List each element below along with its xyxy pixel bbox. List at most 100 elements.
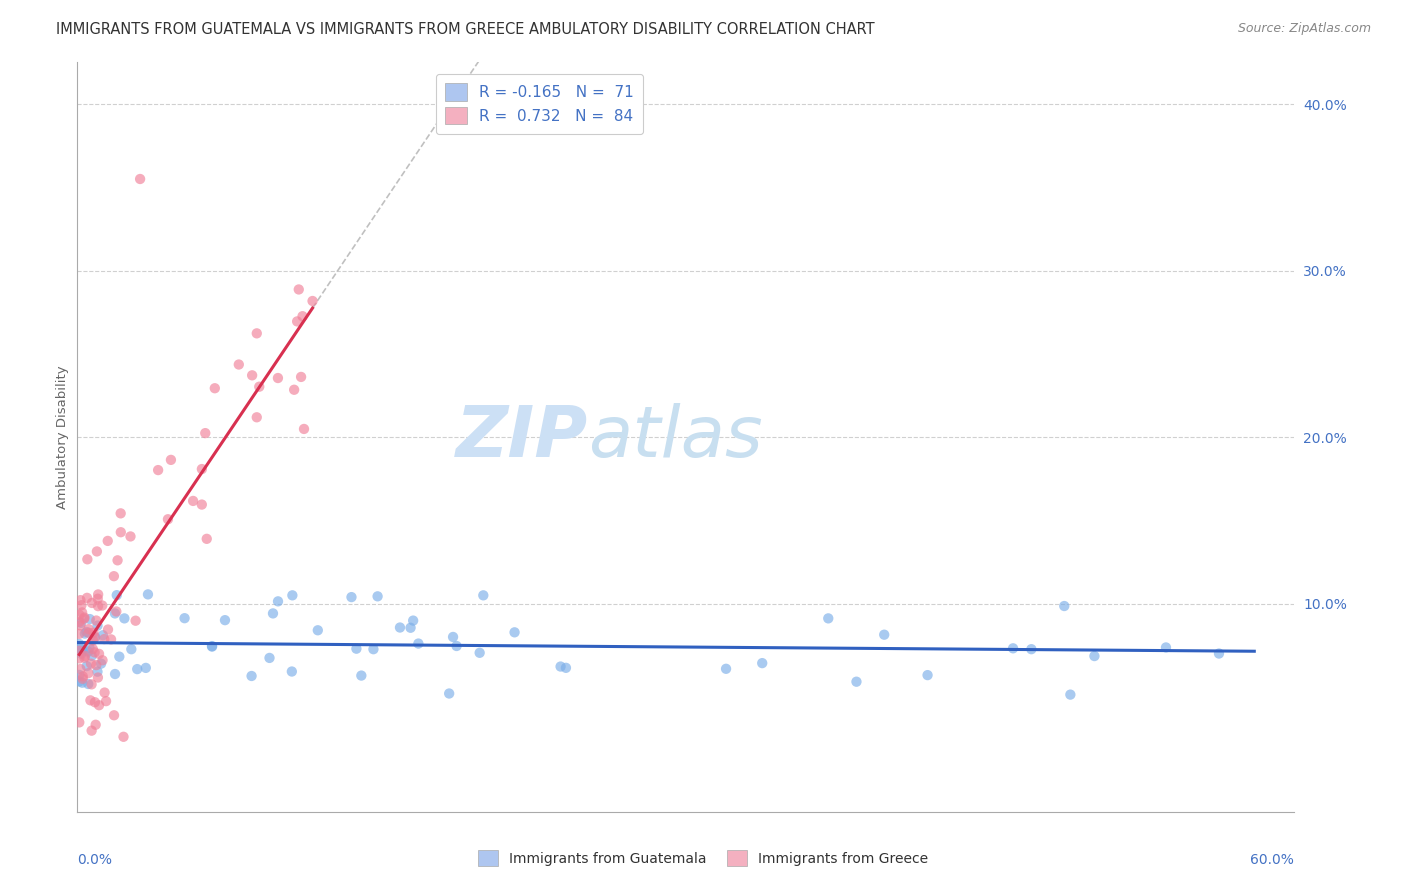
Point (472, 588, 495, 602)
Point (75, 625, 97, 640)
Point (76, 552, 98, 566)
Text: IMMIGRANTS FROM GUATEMALA VS IMMIGRANTS FROM GREECE AMBULATORY DISABILITY CORREL: IMMIGRANTS FROM GUATEMALA VS IMMIGRANTS … (56, 22, 875, 37)
Text: 60.0%: 60.0% (1250, 853, 1294, 867)
Point (845, 674, 868, 689)
Point (201, 640, 224, 654)
Point (70, 598, 93, 612)
Point (82, 633, 104, 648)
Point (292, 422, 315, 436)
Point (69, 593, 91, 607)
Point (80, 596, 103, 610)
Point (79, 612, 101, 626)
Point (363, 642, 385, 657)
Point (73, 650, 96, 665)
Point (408, 636, 430, 650)
Point (84, 695, 107, 709)
Text: ZIP: ZIP (456, 402, 588, 472)
Point (80, 677, 103, 691)
Point (70, 606, 93, 620)
Point (246, 410, 269, 425)
Point (105, 588, 128, 602)
Point (246, 326, 269, 341)
Point (67, 668, 90, 682)
Point (67, 640, 90, 655)
Point (402, 614, 425, 628)
Point (136, 587, 159, 601)
Point (267, 371, 290, 385)
Point (173, 611, 195, 625)
Point (340, 590, 363, 604)
Point (77, 677, 100, 691)
Point (100, 632, 122, 647)
Point (156, 512, 179, 526)
Point (751, 656, 773, 670)
Point (817, 611, 839, 625)
Legend: R = -0.165   N =  71, R =  0.732   N =  84: R = -0.165 N = 71, R = 0.732 N = 84 (436, 74, 643, 134)
Point (97, 623, 120, 637)
Point (86, 618, 108, 632)
Point (87, 587, 110, 601)
Point (917, 668, 939, 682)
Point (120, 529, 142, 543)
Point (240, 669, 263, 683)
Point (69, 662, 91, 676)
Point (301, 293, 323, 308)
Point (124, 614, 146, 628)
Point (79, 693, 101, 707)
Point (83, 630, 105, 644)
Text: 0.0%: 0.0% (77, 853, 112, 867)
Point (287, 283, 309, 297)
Point (86, 665, 108, 679)
Point (441, 630, 464, 644)
Point (344, 641, 367, 656)
Point (281, 665, 304, 679)
Point (191, 462, 214, 476)
Point (194, 426, 217, 441)
Point (97, 533, 120, 548)
Point (105, 604, 128, 618)
Point (110, 525, 132, 540)
Point (283, 383, 305, 397)
Point (73, 612, 96, 626)
Point (91, 599, 114, 613)
Point (468, 646, 491, 660)
Point (70, 615, 93, 630)
Point (285, 314, 308, 328)
Point (87, 599, 110, 614)
Point (84, 658, 107, 673)
Point (67, 615, 90, 629)
Point (77, 625, 100, 640)
Text: atlas: atlas (588, 402, 762, 472)
Legend: Immigrants from Guatemala, Immigrants from Greece: Immigrants from Guatemala, Immigrants fr… (472, 845, 934, 871)
Point (267, 594, 290, 608)
Point (67, 607, 90, 622)
Point (104, 607, 127, 621)
Point (83, 645, 105, 659)
Point (87, 698, 110, 713)
Point (195, 532, 218, 546)
Point (70, 647, 93, 661)
Point (87, 591, 110, 606)
Point (67, 643, 90, 657)
Point (76, 659, 98, 673)
Point (80, 723, 103, 738)
Point (240, 368, 263, 383)
Point (204, 381, 226, 395)
Point (72, 672, 94, 686)
Point (1208, 647, 1230, 661)
Point (367, 590, 389, 604)
Point (91, 653, 114, 667)
Point (80, 648, 103, 663)
Point (79, 640, 101, 655)
Point (112, 611, 135, 625)
Point (129, 172, 152, 186)
Point (201, 639, 224, 653)
Point (82, 642, 104, 657)
Point (77, 622, 100, 636)
Point (555, 661, 578, 675)
Point (103, 708, 125, 723)
Point (93, 685, 115, 699)
Point (503, 625, 526, 640)
Point (84, 630, 107, 644)
Point (93, 632, 115, 646)
